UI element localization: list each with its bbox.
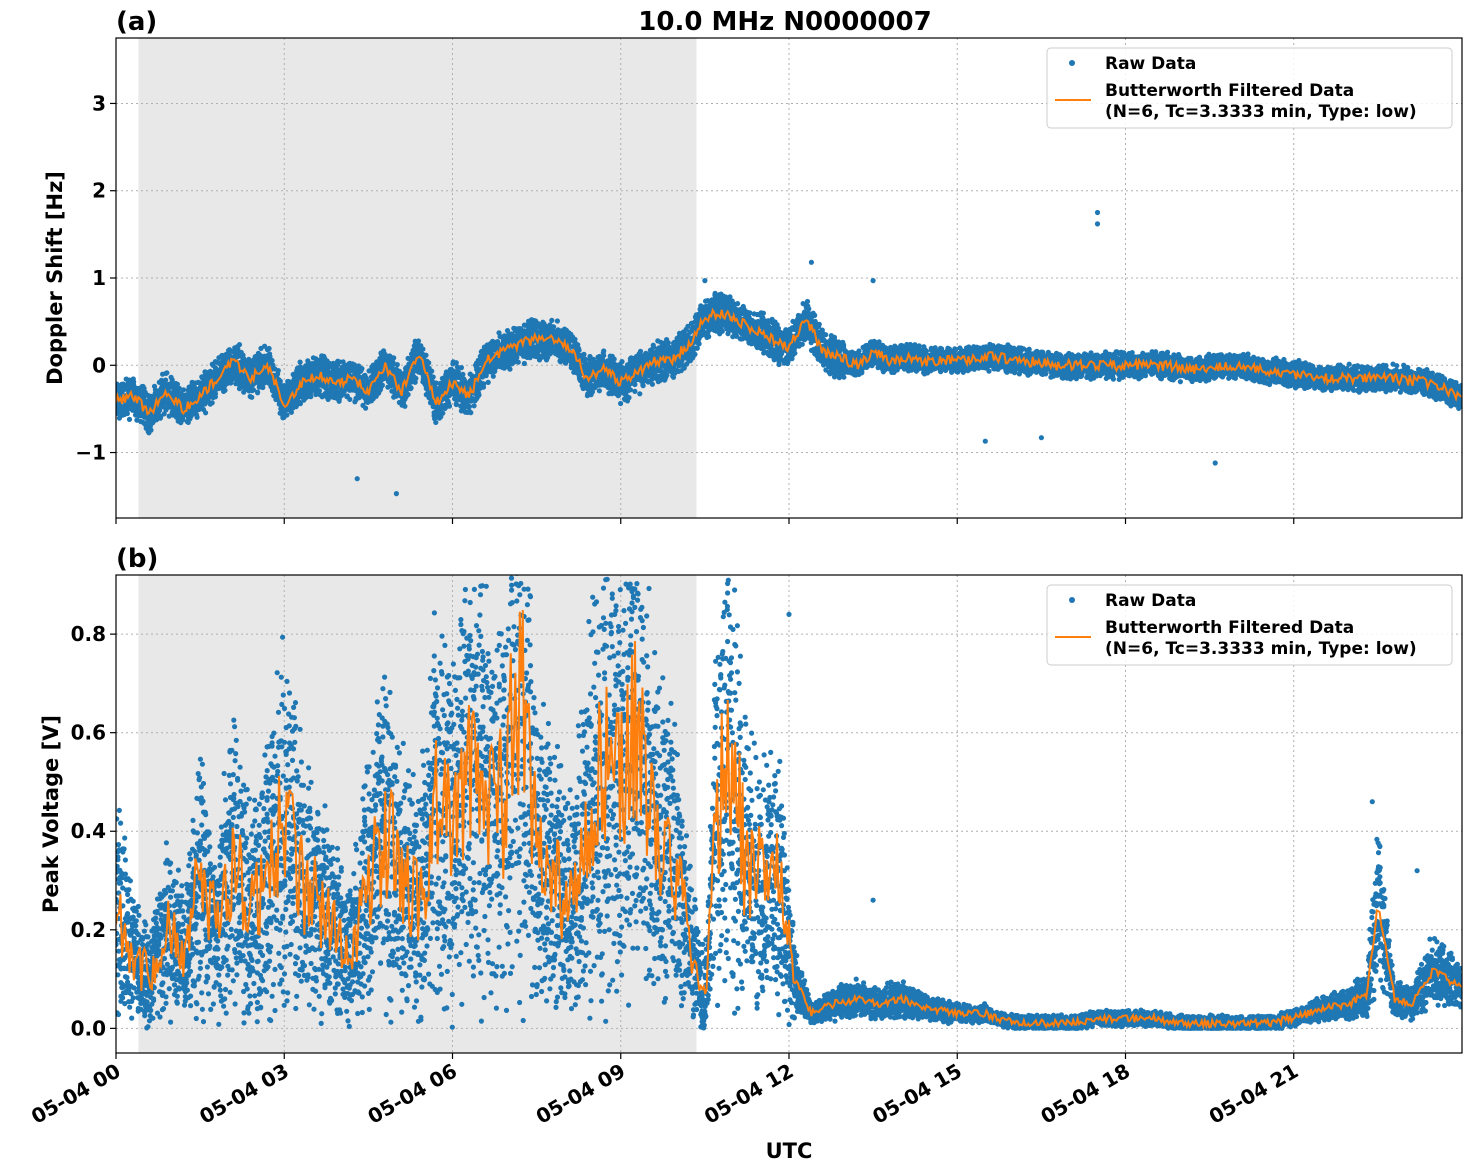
x-tick-label: 05-04 09 (532, 1059, 630, 1129)
panel-label-a: (a) (116, 7, 157, 37)
y-tick-label: 0.0 (71, 1016, 106, 1040)
legend: Raw Data Butterworth Filtered Data(N=6, T… (1047, 585, 1452, 665)
x-tick-label: 05-04 18 (1036, 1059, 1134, 1129)
y-tick-label: 0.8 (71, 622, 106, 646)
x-tick-label: 05-04 12 (700, 1059, 798, 1129)
y-tick-label: 2 (92, 179, 106, 203)
legend-raw-marker (1069, 597, 1075, 603)
legend-filtered-params: (N=6, Tc=3.3333 min, Type: low) (1105, 102, 1417, 122)
y-axis-label-voltage: Peak Voltage [V] (39, 715, 63, 913)
legend-filtered-params: (N=6, Tc=3.3333 min, Type: low) (1105, 639, 1417, 659)
x-axis-label: UTC (766, 1139, 813, 1163)
y-axis-label-doppler: Doppler Shift [Hz] (43, 171, 67, 385)
legend-filtered-label: Butterworth Filtered Data (1105, 81, 1354, 101)
y-tick-label: 1 (92, 266, 106, 290)
x-tick-label: 05-04 03 (195, 1059, 293, 1129)
y-tick-label: −1 (75, 441, 106, 465)
y-tick-label: 0.2 (71, 918, 106, 942)
y-tick-label: 0.4 (71, 819, 106, 843)
panel-label-b: (b) (116, 544, 158, 574)
legend-raw-label: Raw Data (1105, 54, 1196, 74)
y-tick-label: 0.6 (71, 721, 106, 745)
legend: Raw Data Butterworth Filtered Data(N=6, T… (1047, 48, 1452, 128)
y-tick-label: 0 (92, 353, 106, 377)
panel-doppler: (a) Doppler Shift [Hz] −1 0 1 2 3 Raw Data But… (43, 7, 1464, 524)
chart-title: 10.0 MHz N0000007 (638, 7, 931, 37)
legend-filtered-label: Butterworth Filtered Data (1105, 618, 1354, 638)
legend-raw-label: Raw Data (1105, 591, 1196, 611)
legend-raw-marker (1069, 60, 1075, 66)
x-tick-label: 05-04 21 (1205, 1059, 1303, 1129)
x-tick-label: 05-04 15 (868, 1059, 966, 1129)
y-tick-label: 3 (92, 91, 106, 115)
x-tick-label: 05-04 06 (363, 1059, 461, 1129)
x-tick-label: 05-04 00 (27, 1059, 125, 1129)
